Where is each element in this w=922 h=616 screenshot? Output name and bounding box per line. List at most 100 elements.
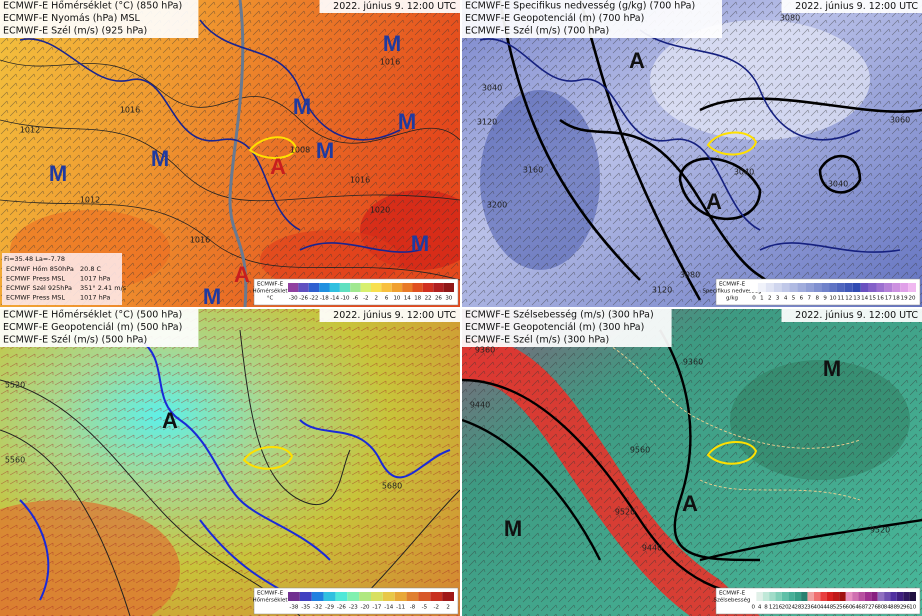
legend-swatch xyxy=(813,283,822,292)
legend-tick: -5 xyxy=(422,605,428,611)
legend-tick: 92 xyxy=(897,605,904,611)
contour-label: 3040 xyxy=(828,180,848,189)
legend-swatch xyxy=(839,592,846,601)
legend-swatch xyxy=(402,283,413,292)
legend-swatch xyxy=(860,283,869,292)
legend-tick: 96 xyxy=(903,605,910,611)
contour-label: 3200 xyxy=(487,201,507,210)
title-line: ECMWF-E Szél (m/s) (300 hPa) xyxy=(465,335,609,346)
title-line: ECMWF-E Hőmérséklet (°C) (850 hPa) xyxy=(3,1,182,12)
legend-swatch xyxy=(821,283,830,292)
legend-tick: 1 xyxy=(760,296,764,302)
legend-swatch xyxy=(805,283,814,292)
date-box xyxy=(781,0,922,13)
pressure-marker: M xyxy=(398,109,416,134)
legend-swatch xyxy=(773,283,782,292)
legend-swatch xyxy=(360,283,371,292)
legend-swatch xyxy=(350,283,361,292)
legend-swatch xyxy=(371,283,382,292)
legend-tick: 36 xyxy=(807,605,814,611)
legend-swatch xyxy=(406,592,419,601)
title-box xyxy=(462,309,672,347)
legend-tick: 4 xyxy=(784,296,788,302)
legend-tick: 56 xyxy=(839,605,846,611)
legend-swatch xyxy=(381,283,392,292)
contour-label: 3040 xyxy=(482,84,502,93)
legend-tick: 2 xyxy=(768,296,772,302)
legend-swatch xyxy=(871,592,878,601)
title-line: ECMWF-E Geopotenciál (m) (700 hPa) xyxy=(465,13,644,24)
legend-tick: 0 xyxy=(752,296,756,302)
legend-title: Szélsebesség xyxy=(713,597,750,604)
info-cell: 1017 hPa xyxy=(80,294,110,302)
legend-tick: 2 xyxy=(374,296,378,302)
pressure-marker: M xyxy=(823,356,841,381)
legend-tick: 8 xyxy=(764,605,768,611)
legend-swatch xyxy=(762,592,770,601)
legend-swatch xyxy=(288,592,300,601)
pressure-marker: M xyxy=(203,284,221,309)
legend-swatch xyxy=(813,592,821,601)
title-line: ECMWF-E Geopotenciál (m) (300 hPa) xyxy=(465,322,644,333)
title-line: ECMWF-E Szélsebesség (m/s) (300 hPa) xyxy=(465,310,654,321)
pressure-marker: A xyxy=(270,154,286,179)
legend-swatch xyxy=(852,592,859,601)
pressure-marker: A xyxy=(706,189,722,214)
legend-swatch xyxy=(807,592,814,601)
legend-title: ECMWF-E xyxy=(719,282,746,288)
date: 2022. június 9. 12:00 UTC xyxy=(795,310,918,321)
legend-tick: -23 xyxy=(349,605,358,611)
legend-swatch xyxy=(781,592,789,601)
legend-swatch xyxy=(750,592,757,601)
pressure-marker: A xyxy=(234,262,250,287)
date: 2022. június 9. 12:00 UTC xyxy=(795,1,918,12)
legend-tick: 15 xyxy=(869,296,876,302)
title-line: ECMWF-E Specifikus nedvesség (g/kg) (700… xyxy=(465,1,695,12)
info-cell: ECMWF Hőm 850hPa xyxy=(6,264,74,273)
legend-swatch xyxy=(797,283,806,292)
legend-swatch xyxy=(433,283,444,292)
contour-label: 5520 xyxy=(5,381,25,390)
legend-swatch xyxy=(903,592,910,601)
contour-label: 1020 xyxy=(370,206,390,215)
legend-swatch xyxy=(418,592,431,601)
legend-swatch xyxy=(884,283,893,292)
legend-swatch xyxy=(844,283,853,292)
date: 2022. június 9. 12:00 UTC xyxy=(333,310,456,321)
legend-swatch xyxy=(864,592,872,601)
legend-tick: 0 xyxy=(751,605,755,611)
panel-background-2 xyxy=(462,0,922,307)
legend-tick: 48 xyxy=(826,605,833,611)
legend-tick: 40 xyxy=(814,605,821,611)
contour-label: 1016 xyxy=(190,236,210,245)
legend-swatch xyxy=(347,592,360,601)
legend-swatch xyxy=(826,592,833,601)
legend-tick: 76 xyxy=(871,605,878,611)
legend-tick: -2 xyxy=(363,296,368,302)
pressure-marker: A xyxy=(162,408,178,433)
legend-title: g/kg xyxy=(726,296,738,302)
contour-label: 1016 xyxy=(120,106,140,115)
contour-label: 9520 xyxy=(615,508,635,517)
legend-tick: 80 xyxy=(877,605,884,611)
info-cell: 20.8 C xyxy=(80,265,102,273)
legend-tick: 5 xyxy=(792,296,796,302)
pressure-marker: A xyxy=(629,48,645,73)
legend-swatch xyxy=(794,592,802,601)
legend-title: Specifikus nedvesség xyxy=(702,288,761,295)
contour-label: 5680 xyxy=(382,482,402,491)
date: 2022. június 9. 12:00 UTC xyxy=(333,1,456,12)
legend-tick: 88 xyxy=(890,605,897,611)
legend-tick: -38 xyxy=(289,605,298,611)
legend-tick: 18 xyxy=(893,296,900,302)
legend-swatch xyxy=(858,592,865,601)
legend-swatch xyxy=(765,283,774,292)
legend-swatch xyxy=(900,283,909,292)
legend-tick: -32 xyxy=(313,605,322,611)
legend-tick: 11 xyxy=(837,296,844,302)
legend-swatch xyxy=(852,283,861,292)
contour-label: 9440 xyxy=(642,544,662,553)
legend-swatch xyxy=(757,283,766,292)
legend-tick: 68 xyxy=(858,605,865,611)
